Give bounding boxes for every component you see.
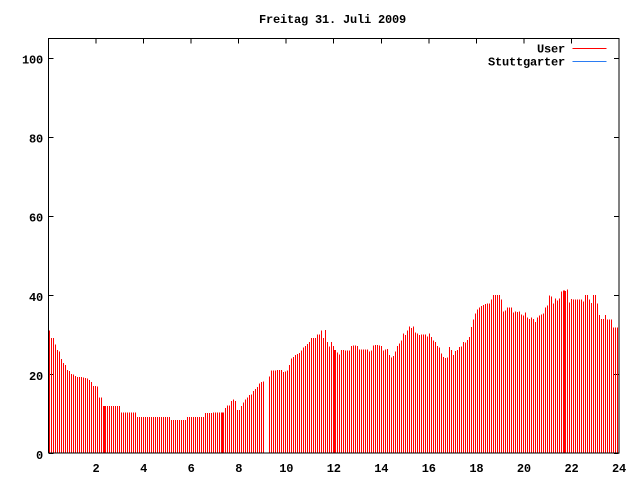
svg-text:22: 22	[564, 462, 578, 476]
svg-text:18: 18	[469, 462, 483, 476]
svg-text:14: 14	[374, 462, 388, 476]
svg-text:100: 100	[22, 54, 43, 68]
svg-text:60: 60	[29, 212, 43, 226]
svg-text:10: 10	[279, 462, 293, 476]
svg-text:2: 2	[92, 462, 99, 476]
svg-text:24: 24	[612, 462, 626, 476]
svg-text:0: 0	[36, 449, 43, 463]
svg-text:8: 8	[235, 462, 242, 476]
svg-text:80: 80	[29, 133, 43, 147]
svg-text:Stuttgarter: Stuttgarter	[488, 55, 565, 69]
svg-text:20: 20	[29, 370, 43, 384]
svg-text:6: 6	[188, 462, 195, 476]
svg-text:40: 40	[29, 291, 43, 305]
svg-text:Freitag 31. Juli 2009: Freitag 31. Juli 2009	[259, 13, 406, 27]
svg-text:User: User	[537, 42, 565, 56]
svg-text:4: 4	[140, 462, 147, 476]
svg-text:12: 12	[327, 462, 341, 476]
svg-text:16: 16	[422, 462, 436, 476]
svg-text:20: 20	[517, 462, 531, 476]
